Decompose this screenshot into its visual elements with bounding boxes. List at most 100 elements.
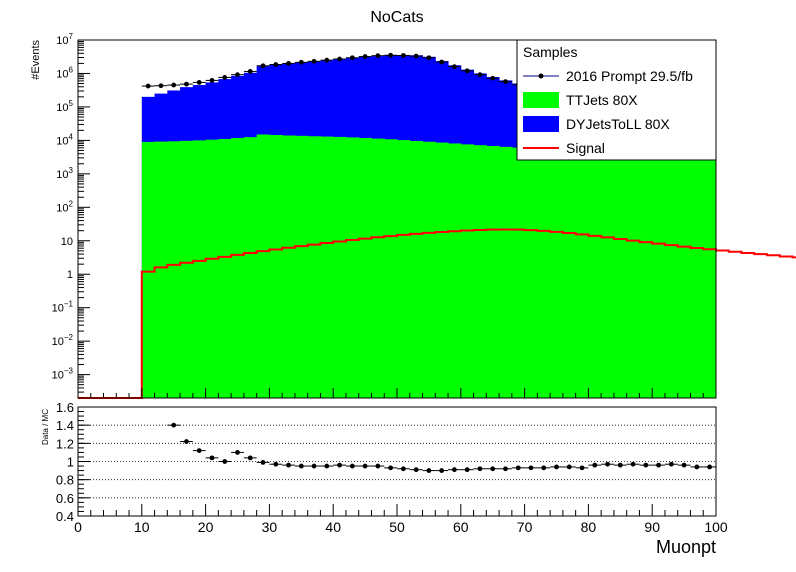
ttjets-bar	[307, 136, 321, 399]
ratio-point	[579, 465, 585, 471]
y-tick-label: 103	[56, 166, 73, 181]
data-point	[426, 55, 432, 61]
data-point	[145, 83, 151, 89]
ratio-point	[209, 455, 215, 461]
y-tick-label-exponent: −2	[64, 333, 74, 342]
x-tick-label: 80	[581, 519, 597, 535]
data-point	[503, 79, 508, 85]
ratio-point	[528, 465, 534, 471]
ratio-point	[400, 466, 406, 472]
ratio-point	[349, 463, 355, 469]
data-point	[362, 54, 368, 59]
ratio-point	[554, 464, 559, 470]
ttjets-bar	[282, 135, 296, 398]
data-point	[349, 55, 355, 61]
ttjets-bar	[384, 139, 398, 399]
ratio-point	[375, 463, 381, 469]
main-histogram-pad: NoCats 10710610510410310210110−110−210−3…	[30, 9, 796, 399]
ratio-y-tick-label: 0.4	[56, 509, 74, 524]
ratio-point	[681, 462, 687, 468]
ratio-point	[413, 467, 419, 473]
ratio-point	[490, 466, 496, 472]
x-tick-label: 50	[389, 519, 405, 535]
ttjets-bar	[460, 144, 475, 398]
ttjets-bar	[690, 157, 704, 398]
ttjets-bar	[294, 135, 309, 399]
ratio-axes: 0.4 0.6 0.8 1 1.2 1.4 1.6 0 10 20 30 40 50 60 70 80 90 10…	[56, 400, 728, 535]
ratio-point	[617, 462, 623, 468]
x-axis-label: Muonpt	[656, 537, 716, 557]
data-point	[158, 83, 164, 89]
legend-entry-label: TTJets 80X	[566, 92, 638, 108]
ttjets-bar	[448, 143, 462, 398]
x-tick-label: 40	[325, 519, 341, 535]
ratio-point	[273, 461, 279, 467]
y-tick-label-exponent: 5	[69, 99, 74, 108]
stacked-histogram-plot	[78, 52, 796, 399]
ttjets-bar	[256, 134, 270, 398]
data-point	[439, 59, 445, 65]
ratio-point	[694, 464, 700, 470]
ratio-point	[388, 465, 394, 471]
ratio-point	[592, 462, 598, 468]
x-tick-label: 30	[262, 519, 278, 535]
y-tick-label-exponent: 2	[69, 199, 74, 208]
ttjets-bar	[575, 151, 589, 398]
data-point	[388, 52, 394, 58]
ttjets-bar	[473, 145, 487, 398]
ttjets-bar	[167, 141, 181, 399]
y-tick-label: 10−2	[52, 333, 74, 348]
x-tick-label: 20	[198, 519, 214, 535]
ratio-point	[503, 466, 508, 472]
ratio-point	[311, 463, 317, 469]
ttjets-bar	[677, 156, 691, 398]
data-point	[235, 72, 240, 78]
ttjets-bar	[422, 141, 436, 398]
y-tick-label: 106	[56, 65, 73, 80]
y-tick-label-exponent: −1	[64, 300, 74, 309]
ratio-point	[286, 462, 291, 468]
ttjets-bar	[524, 148, 538, 398]
data-point	[324, 57, 330, 63]
ratio-point	[235, 450, 240, 455]
ratio-point	[171, 422, 177, 428]
data-point	[400, 53, 406, 58]
ttjets-bar	[626, 153, 640, 398]
y-tick-label: 105	[56, 99, 73, 114]
y-tick-label-exponent: 4	[69, 132, 74, 141]
ratio-point	[426, 468, 432, 473]
y-tick-label-base: 10	[56, 68, 68, 80]
ttjets-bar	[358, 137, 372, 398]
ttjets-bar	[269, 134, 283, 398]
ttjets-bar	[371, 138, 385, 398]
data-point	[452, 64, 457, 70]
ratio-point	[298, 463, 304, 469]
data-point	[222, 75, 228, 80]
ttjets-bar	[141, 141, 156, 398]
data-point	[311, 58, 317, 64]
ratio-point	[541, 465, 547, 471]
x-tick-label: 90	[644, 519, 660, 535]
data-point	[298, 59, 304, 65]
ttjets-bar	[435, 142, 449, 398]
ratio-point	[337, 462, 342, 468]
ttjets-bar	[499, 146, 513, 398]
data-point	[247, 69, 253, 74]
ratio-y-tick-label: 1.4	[56, 418, 74, 433]
y-tick-label-exponent: 6	[69, 65, 74, 74]
ttjets-bar	[320, 136, 334, 399]
ttjets-bar	[231, 137, 245, 398]
ratio-y-axis-label: Data / MC	[41, 409, 50, 445]
ratio-point	[452, 467, 457, 473]
ttjets-bar	[218, 138, 232, 398]
y-tick-label-base: 10	[56, 135, 68, 147]
chart-title: NoCats	[370, 9, 423, 26]
ttjets-bar	[345, 137, 360, 398]
y-tick-label: 102	[56, 199, 73, 214]
data-point	[477, 72, 483, 78]
data-point	[337, 56, 342, 62]
ttjets-bar	[192, 140, 207, 399]
y-tick-label-base: 10	[52, 370, 64, 382]
